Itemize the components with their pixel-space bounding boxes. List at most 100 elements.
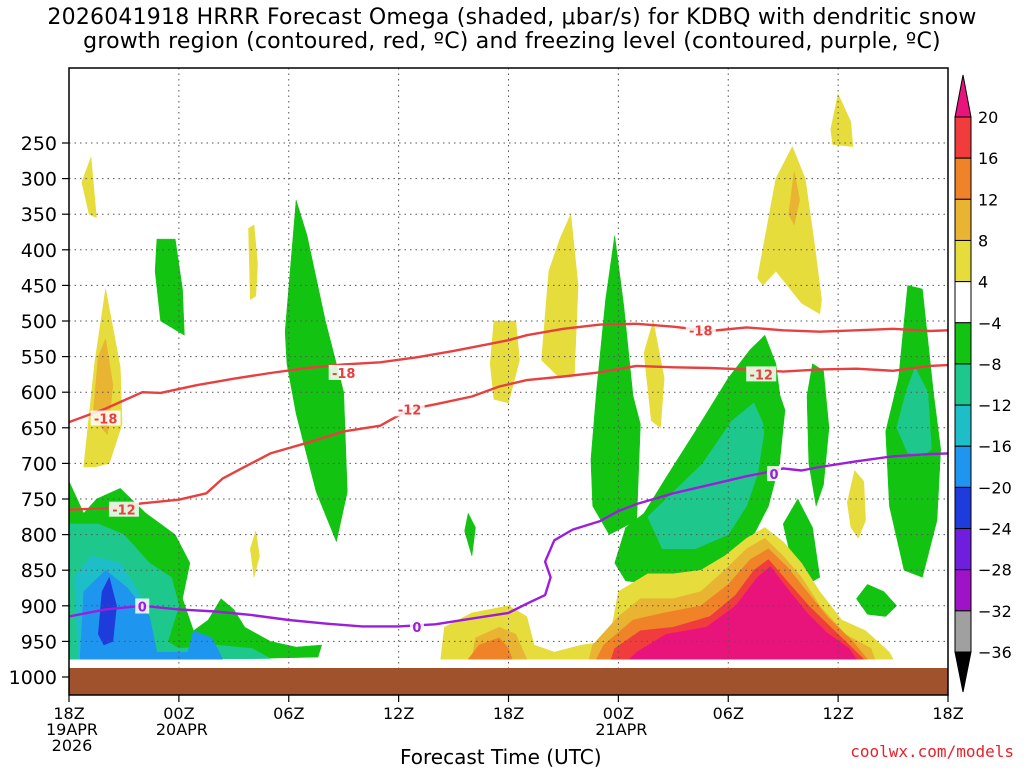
grid-lines <box>68 68 949 695</box>
contour-label-bg <box>90 410 121 426</box>
colorbar-label: −28 <box>978 561 1012 580</box>
x-tick-label: 00Z <box>603 704 634 723</box>
omega-region-24 <box>830 93 854 147</box>
colorbar-swatch-7 <box>954 404 972 447</box>
y-tick-label: 450 <box>21 275 57 297</box>
contour-lines <box>69 322 948 628</box>
colorbar-swatch-12 <box>954 610 972 653</box>
colorbar-label: −12 <box>978 396 1012 415</box>
omega-region-0 <box>81 156 97 219</box>
colorbar-label: 4 <box>978 273 988 292</box>
contour-line-1 <box>69 363 948 511</box>
chart-title-line1: 2026041918 HRRR Forecast Omega (shaded, … <box>47 5 977 30</box>
contour-label: 0 <box>412 621 421 636</box>
omega-region-20 <box>896 367 932 457</box>
contour-label: -12 <box>398 403 422 418</box>
contour-label-bg <box>409 619 424 635</box>
contour-label: -12 <box>749 368 773 383</box>
y-tick-label: 850 <box>21 560 57 582</box>
colorbar-label: −4 <box>978 314 1002 333</box>
contour-label: -12 <box>112 504 136 519</box>
contour-label-bg <box>135 598 150 614</box>
colorbar-swatch-1 <box>954 157 972 200</box>
omega-region-14 <box>603 363 623 425</box>
chart-title: 2026041918 HRRR Forecast Omega (shaded, … <box>0 6 1024 54</box>
contour-label-bg <box>108 501 139 517</box>
colorbar-label: −20 <box>978 478 1012 497</box>
x-tick-label: 18Z <box>53 704 84 723</box>
contour-label: 0 <box>770 468 779 483</box>
x-tick-label: 18Z <box>493 704 524 723</box>
x-tick-label: 2026 <box>52 736 93 755</box>
chart-title-line2: growth region (contoured, red, ºC) and f… <box>83 29 941 54</box>
omega-region-5 <box>250 530 260 578</box>
omega-region-28 <box>79 569 224 660</box>
contour-label: -18 <box>94 413 118 428</box>
colorbar-swatch-9 <box>954 486 972 530</box>
y-tick-label: 500 <box>21 311 57 333</box>
colorbar-swatch-0 <box>954 116 972 159</box>
contour-label: 0 <box>138 601 147 616</box>
x-tick-label: 21APR <box>595 720 647 739</box>
y-tick-label: 950 <box>21 631 57 653</box>
x-tick-label: 19APR <box>46 720 98 739</box>
ground-surface <box>69 668 948 695</box>
contour-label: -18 <box>689 324 713 339</box>
colorbar-label: 20 <box>978 108 998 127</box>
colorbar-label: −36 <box>978 643 1012 662</box>
colorbar-label: −24 <box>978 520 1012 539</box>
colorbar-swatch-11 <box>954 569 972 612</box>
omega-region-13 <box>647 402 766 550</box>
colorbar-label: −8 <box>978 355 1002 374</box>
contour-labels: -18 -18 -12 -12 -12 -18 0 0 0 <box>90 322 782 636</box>
colorbar-swatch-5 <box>954 322 972 365</box>
y-tick-label: 750 <box>21 489 57 511</box>
x-tick-label: 12Z <box>383 704 414 723</box>
y-tick-label: 300 <box>21 169 57 191</box>
omega-region-36 <box>629 566 857 660</box>
omega-region-8 <box>464 512 476 557</box>
omega-region-4 <box>248 224 258 300</box>
colorbar-label: −32 <box>978 602 1012 621</box>
y-tick-label: 900 <box>21 596 57 618</box>
site-credit: coolwx.com/models <box>850 742 1014 761</box>
omega-region-10 <box>643 320 665 429</box>
x-tick-label: 06Z <box>273 704 304 723</box>
contour-label-bg <box>767 466 782 482</box>
y-axis: 250 300 350 400 450 500 550 600 650 700 750 800 850 9… <box>9 133 69 689</box>
omega-region-29 <box>98 577 117 646</box>
omega-region-33 <box>467 637 513 660</box>
colorbar-swatch-3 <box>954 239 972 283</box>
y-tick-label: 700 <box>21 453 57 475</box>
y-tick-label: 650 <box>21 418 57 440</box>
omega-region-22 <box>757 146 822 315</box>
y-tick-label: 550 <box>21 347 57 369</box>
x-tick-label: 12Z <box>822 704 853 723</box>
x-tick-label: 18Z <box>932 704 963 723</box>
omega-region-18 <box>847 470 866 539</box>
x-tick-label: 06Z <box>713 704 744 723</box>
x-tick-label: 00Z <box>163 704 194 723</box>
colorbar-label: 12 <box>978 190 998 209</box>
colorbar-swatch-6 <box>954 363 972 406</box>
y-tick-label: 250 <box>21 133 57 155</box>
x-axis-label: Forecast Time (UTC) <box>400 745 602 769</box>
y-tick-label: 800 <box>21 525 57 547</box>
x-tick-label: 20APR <box>156 720 208 739</box>
colorbar-swatch-2 <box>954 198 972 241</box>
omega-shading <box>69 93 941 660</box>
omega-region-3 <box>154 238 185 336</box>
colorbar-bottom-arrow <box>954 651 972 693</box>
y-tick-label: 600 <box>21 382 57 404</box>
omega-region-21 <box>856 584 897 617</box>
colorbar-swatch-4 <box>954 281 972 324</box>
contour-label-bg <box>685 322 716 338</box>
y-tick-label: 1000 <box>9 667 57 689</box>
y-tick-label: 400 <box>21 240 57 262</box>
colorbar: 20 16 12 8 4 −4 −8 −12 −16 −20 −24 −28 −32 −36 <box>954 74 1012 693</box>
colorbar-label: −16 <box>978 437 1012 456</box>
contour-label-bg <box>394 401 425 417</box>
contour-line-4 <box>69 452 948 628</box>
